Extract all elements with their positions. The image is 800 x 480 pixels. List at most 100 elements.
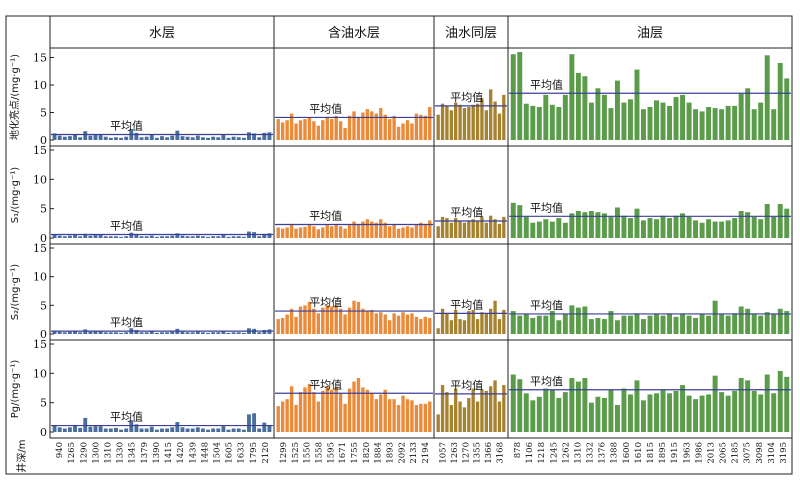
bar	[497, 223, 502, 238]
bar	[777, 203, 783, 238]
bar	[144, 332, 149, 334]
bar	[396, 315, 401, 334]
bar	[660, 102, 666, 140]
average-label: 平均值	[450, 91, 483, 104]
bar	[462, 222, 467, 238]
bar	[257, 428, 262, 432]
bar	[180, 136, 185, 140]
bar	[771, 314, 777, 334]
bar	[732, 218, 738, 238]
bar	[562, 314, 568, 334]
bar	[211, 332, 216, 334]
bar	[475, 319, 480, 334]
bar	[57, 135, 62, 140]
bar	[267, 233, 272, 238]
bar	[556, 107, 562, 140]
bar	[641, 319, 646, 334]
bar	[673, 97, 679, 140]
bar	[103, 428, 108, 432]
bar	[582, 378, 588, 432]
x-tick-label: 1310	[104, 442, 114, 464]
bar	[471, 219, 475, 238]
bar	[134, 234, 139, 238]
bar	[139, 428, 144, 432]
bar	[673, 215, 679, 238]
bar	[170, 235, 175, 238]
bar	[543, 94, 549, 140]
bar	[62, 428, 67, 432]
bar	[706, 315, 712, 334]
bar	[673, 390, 679, 432]
bar	[410, 227, 414, 238]
bar	[595, 212, 601, 238]
bar	[190, 236, 195, 238]
average-label: 平均值	[110, 120, 143, 133]
bar	[471, 388, 475, 432]
bar	[510, 374, 516, 432]
bar	[98, 135, 103, 140]
x-tick-label: 2133	[409, 442, 419, 464]
bar	[231, 428, 236, 432]
bar	[154, 429, 159, 432]
x-tick-label: 1355	[473, 442, 483, 464]
bar	[289, 386, 294, 432]
bar	[175, 233, 180, 238]
bar	[627, 218, 633, 238]
bar	[462, 108, 467, 140]
bar	[712, 300, 718, 334]
bar	[510, 202, 516, 238]
bar	[124, 236, 129, 238]
x-tick-label: 1366	[484, 442, 494, 464]
bar	[719, 221, 725, 238]
bar	[257, 137, 262, 140]
x-tick-label: 1558	[314, 442, 324, 464]
x-tick-label: 1300	[91, 442, 101, 464]
average-label: 平均值	[530, 299, 563, 312]
y-tick-label: 15	[33, 52, 47, 65]
bar	[338, 226, 343, 238]
bar	[449, 320, 453, 334]
bar	[241, 332, 246, 334]
bar	[440, 308, 445, 334]
bar	[108, 137, 113, 140]
x-tick-label: 2120	[261, 442, 271, 464]
bar	[428, 401, 432, 432]
x-tick-label: 1265	[67, 442, 77, 464]
bar	[480, 98, 484, 140]
y-tick-label: 10	[33, 79, 47, 92]
bar	[569, 305, 575, 334]
bar	[419, 222, 423, 238]
x-tick-label: 2013	[706, 442, 716, 464]
x-tick-label: 1057	[439, 442, 449, 464]
bar	[536, 315, 542, 334]
bar	[226, 429, 231, 432]
bar	[517, 205, 523, 238]
bar	[777, 308, 783, 334]
bar	[334, 387, 338, 432]
bar	[667, 393, 673, 432]
bar	[647, 218, 653, 238]
bar	[549, 104, 555, 140]
bar	[262, 132, 267, 140]
bar	[226, 236, 231, 238]
bar	[200, 236, 205, 238]
bar	[338, 393, 343, 432]
bar	[98, 426, 103, 432]
bar	[257, 332, 262, 334]
bar	[419, 403, 423, 432]
bar	[608, 216, 614, 238]
bar	[103, 236, 108, 238]
bar	[334, 115, 338, 140]
bar	[365, 389, 370, 432]
bar	[401, 123, 405, 140]
y-axis-label: Pg/(mg·g⁻¹)	[10, 360, 21, 419]
x-tick-label: 1270	[461, 442, 471, 464]
average-label: 平均值	[450, 298, 483, 311]
x-tick-label: 1895	[658, 442, 668, 464]
bar	[267, 424, 272, 432]
bar	[601, 397, 607, 432]
bar	[480, 389, 484, 432]
bar	[549, 311, 555, 334]
bar	[467, 220, 471, 238]
